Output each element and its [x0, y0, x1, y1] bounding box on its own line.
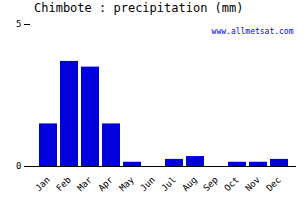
- svg-text:Jul: Jul: [159, 175, 178, 194]
- svg-text:Jun: Jun: [138, 175, 157, 194]
- svg-text:Dec: Dec: [264, 175, 283, 194]
- svg-text:May: May: [117, 174, 136, 193]
- html-text:Chimbote : precipitation (mm): Chimbote : precipitation (mm): [34, 1, 244, 15]
- svg-text:0: 0: [16, 161, 21, 171]
- svg-text:Oct: Oct: [222, 175, 241, 194]
- svg-text:Apr: Apr: [96, 174, 115, 193]
- svg-text:Nov: Nov: [243, 175, 262, 194]
- svg-text:Sep: Sep: [201, 175, 220, 194]
- svg-text:Jan: Jan: [33, 175, 52, 194]
- svg-text:Feb: Feb: [54, 175, 73, 194]
- svg-text:5: 5: [16, 19, 21, 29]
- svg-text:Mar: Mar: [75, 174, 94, 193]
- svg-text:www.allmetsat.com: www.allmetsat.com: [212, 27, 294, 36]
- svg-text:Aug: Aug: [180, 175, 199, 194]
